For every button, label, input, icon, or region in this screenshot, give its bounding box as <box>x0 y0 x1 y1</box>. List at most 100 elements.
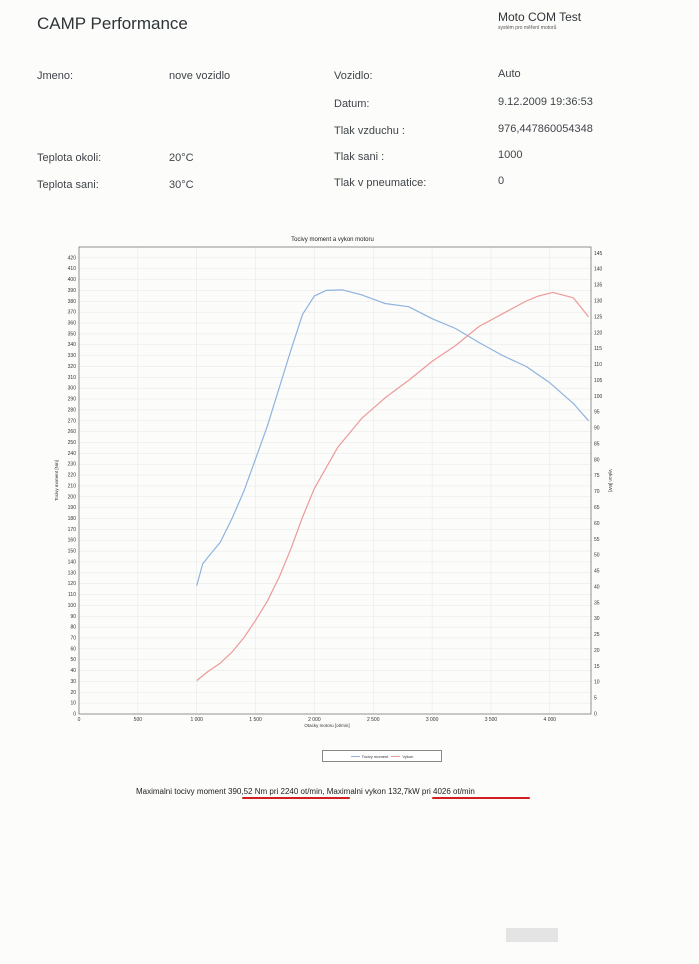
tlak-vzduchu-value: 976,447860054348 <box>498 123 593 135</box>
y-tick-label: 80 <box>70 625 76 631</box>
legend-swatch-torque <box>350 755 360 757</box>
legend-item-torque: Tocivy moment <box>350 753 389 759</box>
teplota-okoli-label: Teplota okoli: <box>37 152 102 164</box>
y2-tick-label: 100 <box>594 394 603 400</box>
y2-tick-label: 0 <box>594 712 597 718</box>
y-tick-label: 330 <box>68 353 77 359</box>
datum-value: 9.12.2009 19:36:53 <box>498 96 593 108</box>
tlak-pneumatice-value: 0 <box>498 175 505 187</box>
brand-name: Moto COM Test <box>498 10 582 24</box>
legend-label-power: Vykon <box>402 753 414 759</box>
brand: Moto COM Test systém pro měření motorů <box>498 10 581 31</box>
y2-tick-label: 95 <box>594 410 600 416</box>
y2-tick-label: 15 <box>594 664 600 670</box>
y-tick-label: 320 <box>68 364 77 370</box>
y2-tick-label: 40 <box>594 584 600 590</box>
y2-tick-label: 20 <box>594 648 600 654</box>
y2-tick-label: 90 <box>594 426 600 432</box>
y-tick-label: 290 <box>68 397 77 403</box>
x-tick-label: 2 500 <box>367 717 380 723</box>
summary-separator: , Maximalni vykon <box>322 787 389 796</box>
y-tick-label: 20 <box>70 690 76 696</box>
tlak-sani-label: Tlak sani : <box>334 151 385 163</box>
vozidlo-label: Vozidlo: <box>334 70 373 82</box>
y2-tick-label: 5 <box>594 696 597 702</box>
vozidlo-value: Auto <box>498 68 521 80</box>
y-tick-label: 170 <box>68 527 77 533</box>
y2-tick-label: 140 <box>594 267 603 273</box>
y-tick-label: 370 <box>68 310 77 316</box>
y-tick-label: 340 <box>68 342 77 348</box>
y-tick-label: 140 <box>68 559 77 565</box>
x-tick-label: 2 000 <box>308 717 321 723</box>
chart-title: Tocivy moment a vykon motoru <box>291 237 374 243</box>
y2-tick-label: 45 <box>594 569 600 575</box>
y-tick-label: 310 <box>68 375 77 381</box>
max-summary: Maximalni tocivy moment 390,52 Nm pri 22… <box>136 787 475 796</box>
y-tick-label: 400 <box>68 277 77 283</box>
y-tick-label: 220 <box>68 473 77 479</box>
y2-tick-label: 110 <box>594 362 602 368</box>
y2-tick-label: 105 <box>594 378 603 384</box>
y-tick-label: 160 <box>68 538 77 544</box>
y2-tick-label: 25 <box>594 632 600 638</box>
x-tick-label: 1 500 <box>249 717 262 723</box>
teplota-sani-value: 30°C <box>169 179 194 191</box>
y-tick-label: 90 <box>70 614 76 620</box>
y-tick-label: 410 <box>68 266 77 272</box>
y2-tick-label: 10 <box>594 680 600 686</box>
tlak-sani-value: 1000 <box>498 149 523 161</box>
y2-tick-label: 50 <box>594 553 600 559</box>
y-tick-label: 360 <box>68 321 77 327</box>
legend-label-torque: Tocivy moment <box>361 753 389 759</box>
y-tick-label: 380 <box>68 299 77 305</box>
x-tick-label: 1 000 <box>190 717 203 723</box>
y-tick-label: 130 <box>68 570 77 576</box>
summary-torque-value: 390,52 Nm pri 2240 ot/min <box>228 787 323 796</box>
datum-label: Datum: <box>334 98 370 110</box>
y2-tick-label: 65 <box>594 505 600 511</box>
y2-tick-label: 75 <box>594 473 600 479</box>
tlak-pneumatice-label: Tlak v pneumatice: <box>334 177 427 189</box>
y2-tick-label: 130 <box>594 299 603 305</box>
y2-tick-label: 70 <box>594 489 600 495</box>
y-tick-label: 0 <box>73 712 76 718</box>
y2-tick-label: 120 <box>594 330 603 336</box>
legend-swatch-power <box>391 755 401 757</box>
y2-tick-label: 35 <box>594 600 600 606</box>
plot-frame <box>78 246 592 715</box>
y-tick-label: 210 <box>68 483 77 489</box>
y-tick-label: 350 <box>68 331 77 337</box>
y-tick-label: 390 <box>68 288 77 294</box>
page-title: CAMP Performance <box>37 14 188 33</box>
y2-tick-label: 60 <box>594 521 600 527</box>
y-tick-label: 150 <box>68 549 77 555</box>
y2-tick-label: 55 <box>594 537 600 543</box>
y-tick-label: 190 <box>68 505 77 511</box>
y-tick-label: 250 <box>68 440 77 446</box>
y-axis-label: Tocivy moment [Nm] <box>54 460 59 501</box>
y-tick-label: 260 <box>68 429 77 435</box>
torque-series-line <box>196 289 590 586</box>
scan-artifact <box>506 928 558 942</box>
legend-item-power: Vykon <box>391 754 413 759</box>
y-tick-label: 300 <box>68 386 77 392</box>
y2-tick-label: 145 <box>594 251 603 257</box>
chart-legend: Tocivy moment Vykon <box>322 750 442 762</box>
power-underline <box>432 797 530 799</box>
y-tick-label: 180 <box>68 516 77 522</box>
y-tick-label: 240 <box>68 451 77 457</box>
jmeno-value: nove vozidlo <box>169 70 231 82</box>
y2-tick-label: 85 <box>594 441 600 447</box>
x-axis-label: Otacky motoru [ot/min] <box>304 723 349 728</box>
teplota-okoli-value: 20°C <box>169 152 194 164</box>
brand-subtitle: systém pro měření motorů <box>498 25 557 31</box>
y2-tick-label: 125 <box>594 314 603 320</box>
y-tick-label: 50 <box>70 657 76 663</box>
tlak-vzduchu-label: Tlak vzduchu : <box>334 125 405 137</box>
summary-power-value: 132,7kW pri 4026 ot/min <box>388 787 475 796</box>
y-tick-label: 10 <box>70 701 76 707</box>
y-tick-label: 420 <box>68 255 77 261</box>
jmeno-label: Jmeno: <box>37 70 74 82</box>
y-tick-label: 230 <box>68 462 77 468</box>
